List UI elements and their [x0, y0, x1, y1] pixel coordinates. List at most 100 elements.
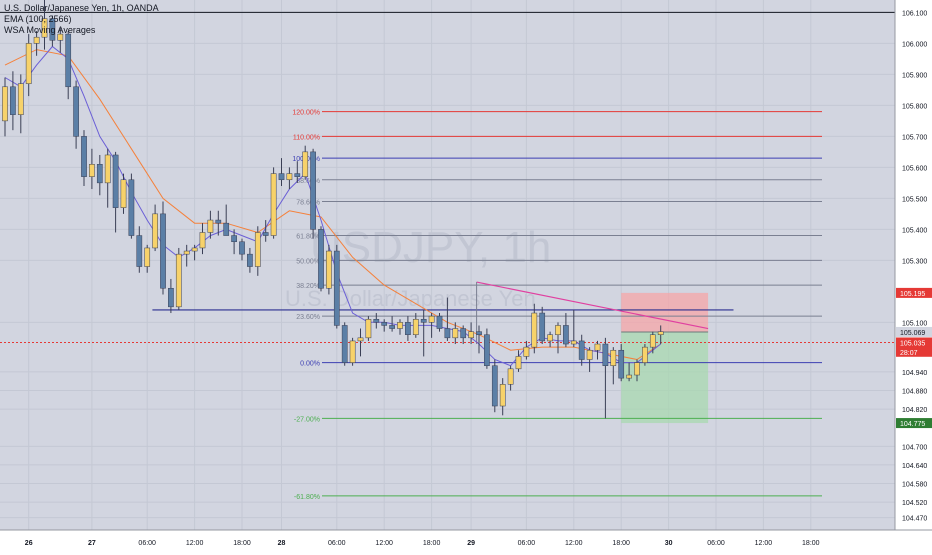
- price-tick-label: 104.700: [902, 444, 927, 451]
- price-tick-label: 105.600: [902, 165, 927, 172]
- bull-candle: [2, 86, 8, 122]
- bear-candle: [81, 136, 87, 177]
- entry-price-label: 105.069: [900, 330, 925, 337]
- take-profit-zone: [621, 331, 709, 424]
- time-tick-label: 27: [88, 540, 96, 547]
- time-tick-label: 18:00: [233, 540, 251, 547]
- bull-candle: [207, 219, 214, 233]
- time-tick-label: 12:00: [755, 540, 773, 547]
- fib-level-label: 50.00%: [296, 258, 320, 265]
- fib-level-label: 61.80%: [296, 234, 320, 241]
- bear-candle: [420, 318, 427, 323]
- bull-candle: [499, 384, 506, 407]
- bull-candle: [254, 232, 261, 267]
- last-price-label-bg: [896, 337, 932, 348]
- bull-candle: [397, 322, 403, 329]
- bull-candle: [570, 340, 577, 345]
- bear-candle: [262, 232, 269, 236]
- price-tick-label: 104.940: [902, 370, 927, 377]
- target-price-label: 104.775: [900, 421, 925, 428]
- fib-level-label: 110.00%: [293, 134, 320, 141]
- position-tool[interactable]: [621, 292, 709, 424]
- time-tick-label: 29: [467, 540, 475, 547]
- bear-candle: [389, 325, 395, 329]
- bull-candle: [468, 331, 474, 339]
- price-tick-label: 104.640: [902, 463, 927, 470]
- bull-candle: [302, 151, 309, 177]
- bear-candle: [444, 328, 451, 339]
- bear-candle: [160, 213, 166, 289]
- price-tick-label: 105.300: [902, 258, 927, 265]
- bull-candle: [586, 349, 593, 360]
- watermark-name: U.S. Dollar/Japanese Yen: [285, 286, 536, 311]
- bull-candle: [547, 334, 553, 342]
- bull-candle: [452, 328, 459, 339]
- bull-candle: [649, 334, 656, 348]
- bull-candle: [25, 43, 32, 84]
- wsa-legend[interactable]: WSA Moving Averages: [4, 25, 96, 35]
- price-tick-label: 105.700: [902, 134, 927, 141]
- bear-candle: [294, 173, 301, 177]
- bear-candle: [231, 235, 237, 243]
- price-tick-label: 104.470: [902, 516, 927, 523]
- trendline: [476, 281, 709, 330]
- bear-candle: [341, 325, 348, 363]
- symbol-title[interactable]: U.S. Dollar/Japanese Yen, 1h, OANDA: [4, 3, 159, 13]
- fib-level-label: 38.20%: [296, 283, 320, 290]
- time-tick-label: 28: [278, 540, 286, 547]
- bear-candle: [223, 222, 230, 236]
- bear-candle: [239, 241, 245, 255]
- time-tick-label: 06:00: [138, 540, 156, 547]
- time-tick-label: 12:00: [186, 540, 204, 547]
- bull-candle: [270, 173, 277, 236]
- bear-candle: [247, 253, 253, 267]
- bear-candle: [373, 318, 380, 323]
- bull-candle: [515, 356, 522, 370]
- ema-legend[interactable]: EMA (100, 2566): [4, 14, 72, 24]
- bull-candle: [626, 374, 632, 379]
- price-tick-label: 105.100: [902, 320, 927, 327]
- bull-candle: [642, 346, 648, 363]
- price-axis: [895, 0, 932, 550]
- time-tick-label: 12:00: [565, 540, 583, 547]
- bull-candle: [41, 18, 48, 38]
- price-tick-label: 104.580: [902, 482, 927, 489]
- bull-candle: [507, 368, 514, 385]
- bear-candle: [49, 18, 56, 41]
- bull-candle: [89, 164, 95, 177]
- time-tick-label: 12:00: [375, 540, 393, 547]
- bear-candle: [618, 349, 625, 379]
- drawn-lines[interactable]: [0, 11, 895, 345]
- bull-candle: [33, 36, 40, 44]
- watermark: USDJPY, 1h U.S. Dollar/Japanese Yen: [285, 223, 551, 311]
- bear-candle: [65, 33, 72, 88]
- stop-price-label: 105.195: [900, 291, 925, 298]
- bear-candle: [460, 328, 467, 339]
- bull-candle: [183, 250, 190, 255]
- price-tick-label: 104.520: [902, 500, 927, 507]
- stop-price-label-bg: [896, 287, 932, 298]
- bear-candle: [128, 179, 135, 236]
- fib-level-label: -61.80%: [294, 494, 320, 501]
- price-tick-label: 106.100: [902, 10, 927, 17]
- price-tick-label: 105.800: [902, 103, 927, 110]
- fib-level-label: 0.00%: [300, 361, 320, 368]
- watermark-ticker: USDJPY, 1h: [310, 223, 551, 272]
- time-axis: [0, 530, 932, 550]
- bull-candle: [412, 318, 419, 335]
- bear-candle: [476, 331, 482, 335]
- bear-candle: [333, 250, 340, 326]
- bear-candle: [436, 315, 443, 329]
- bear-candle: [215, 219, 222, 224]
- price-tick-label: 105.500: [902, 196, 927, 203]
- countdown-label: 28:07: [900, 350, 918, 357]
- bear-candle: [136, 235, 143, 267]
- fib-level-label: 120.00%: [292, 110, 320, 117]
- bull-candle: [634, 362, 640, 376]
- bull-candle: [657, 331, 664, 335]
- price-tick-label: 105.900: [902, 72, 927, 79]
- last-price-label: 105.035: [900, 340, 925, 347]
